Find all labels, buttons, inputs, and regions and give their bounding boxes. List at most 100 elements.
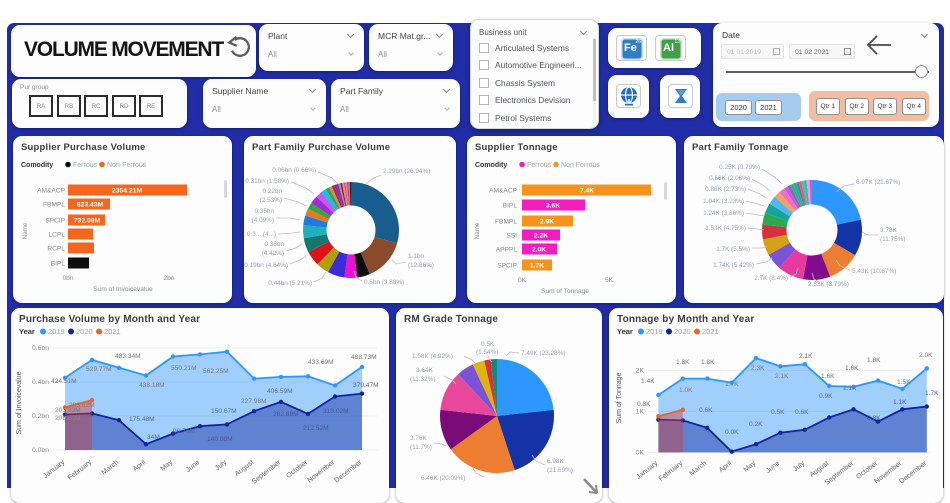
svg-text:5K: 5K xyxy=(605,277,614,284)
svg-text:3.6K: 3.6K xyxy=(546,203,560,210)
svg-text:0.8K: 0.8K xyxy=(867,415,881,422)
svg-text:2bn: 2bn xyxy=(163,275,174,282)
svg-text:AM&ACP: AM&ACP xyxy=(37,188,65,195)
svg-text:0.2bn: 0.2bn xyxy=(32,413,49,420)
svg-text:Sum of Invoicevalue: Sum of Invoicevalue xyxy=(93,286,153,293)
svg-text:0.6K: 0.6K xyxy=(699,407,713,414)
svg-text:2.7K (8.4%): 2.7K (8.4%) xyxy=(754,275,788,282)
svg-text:September: September xyxy=(251,459,283,486)
svg-text:96.76M: 96.76M xyxy=(173,428,195,435)
svg-text:2.1K: 2.1K xyxy=(775,373,789,380)
svg-text:2.9K: 2.9K xyxy=(540,219,554,226)
svg-text:732.08M: 732.08M xyxy=(74,218,101,225)
svg-text:6.98K: 6.98K xyxy=(547,458,564,465)
svg-text:August: August xyxy=(234,459,256,478)
svg-text:February: February xyxy=(658,460,685,483)
svg-text:0.5bn (3.88%): 0.5bn (3.88%) xyxy=(364,279,404,286)
svg-text:(1.54%): (1.54%) xyxy=(476,349,498,356)
svg-text:0.5K: 0.5K xyxy=(481,341,495,348)
svg-text:34M: 34M xyxy=(147,434,160,441)
svg-text:BIPL: BIPL xyxy=(503,203,518,210)
svg-text:0.25K (0.79%): 0.25K (0.79%) xyxy=(719,164,760,171)
svg-text:July: July xyxy=(214,459,229,472)
svg-text:0.06bn (0.66%): 0.06bn (0.66%) xyxy=(272,167,316,174)
svg-text:April: April xyxy=(718,460,734,474)
svg-text:562.25M: 562.25M xyxy=(203,368,229,375)
svg-text:1.8K: 1.8K xyxy=(701,359,715,366)
svg-text:Comodity: Comodity xyxy=(21,162,53,169)
svg-text:0.3... (4...): 0.3... (4...) xyxy=(247,231,276,238)
svg-text:5.43K (10.67%): 5.43K (10.67%) xyxy=(852,268,896,275)
svg-text:Year: Year xyxy=(19,327,35,336)
svg-text:1.1K: 1.1K xyxy=(843,385,857,392)
svg-text:Year: Year xyxy=(617,327,633,336)
svg-text:203.33M: 203.33M xyxy=(55,407,81,414)
svg-text:SPCIP: SPCIP xyxy=(497,263,517,270)
svg-text:1.58K (4.92%): 1.58K (4.92%) xyxy=(412,353,453,360)
svg-text:1.24K (3.86%): 1.24K (3.86%) xyxy=(703,210,744,217)
svg-text:7.49K (23.28%): 7.49K (23.28%) xyxy=(521,350,565,357)
svg-text:3.64K: 3.64K xyxy=(416,367,433,374)
svg-text:Sum of Tonnage: Sum of Tonnage xyxy=(541,288,589,295)
svg-text:December: December xyxy=(333,459,363,485)
svg-text:(11.75%): (11.75%) xyxy=(880,236,905,243)
svg-text:1.74K (5.42%): 1.74K (5.42%) xyxy=(713,262,754,269)
svg-text:LCPL: LCPL xyxy=(49,232,66,239)
svg-text:0.66K (2.06%): 0.66K (2.06%) xyxy=(709,175,750,182)
svg-text:1.1K: 1.1K xyxy=(893,399,907,406)
svg-text:1.8K: 1.8K xyxy=(676,359,690,366)
svg-text:0.44bn (5.21%): 0.44bn (5.21%) xyxy=(268,280,312,287)
svg-text:212.52M: 212.52M xyxy=(303,425,329,432)
svg-text:293.62M: 293.62M xyxy=(69,402,95,409)
svg-text:2.29bn (26.94%): 2.29bn (26.94%) xyxy=(383,168,430,175)
svg-text:2.3K: 2.3K xyxy=(751,365,765,372)
svg-text:282.88M: 282.88M xyxy=(273,411,299,418)
svg-text:0.0K: 0.0K xyxy=(725,429,739,436)
svg-text:0.2K: 0.2K xyxy=(749,421,763,428)
svg-text:6.97K (21.67%): 6.97K (21.67%) xyxy=(856,179,900,186)
svg-text:Sum of Tonnage: Sum of Tonnage xyxy=(616,372,623,423)
svg-text:488.73M: 488.73M xyxy=(351,354,377,361)
svg-text:1K: 1K xyxy=(636,408,645,415)
svg-text:February: February xyxy=(67,459,94,482)
svg-text:November: November xyxy=(306,459,336,485)
svg-text:(11.32%): (11.32%) xyxy=(410,376,435,383)
svg-text:1.04K (3.23%): 1.04K (3.23%) xyxy=(703,198,744,205)
svg-text:2020: 2020 xyxy=(674,327,691,336)
svg-text:(4.42%): (4.42%) xyxy=(262,250,284,257)
svg-text:(21.69%): (21.69%) xyxy=(547,467,573,474)
svg-text:June: June xyxy=(765,460,781,475)
svg-text:Ferrous: Ferrous xyxy=(527,162,552,169)
svg-text:483.34M: 483.34M xyxy=(115,353,141,360)
svg-text:Non Ferrous: Non Ferrous xyxy=(561,162,600,169)
svg-text:Non-Ferrous: Non-Ferrous xyxy=(107,162,147,169)
svg-text:October: October xyxy=(285,459,309,480)
svg-text:0.88K (2.73%): 0.88K (2.73%) xyxy=(705,186,746,193)
svg-text:Comodity: Comodity xyxy=(475,162,507,169)
svg-text:2K: 2K xyxy=(636,367,645,374)
svg-text:6.46K (20.09%): 6.46K (20.09%) xyxy=(421,475,465,482)
svg-text:July: July xyxy=(792,460,807,473)
svg-text:0.0bn: 0.0bn xyxy=(32,447,49,454)
svg-text:2021: 2021 xyxy=(104,327,121,336)
svg-text:2.83K (8.79%): 2.83K (8.79%) xyxy=(808,281,849,288)
svg-text:AM&ACP: AM&ACP xyxy=(489,188,517,195)
svg-text:823.43M: 823.43M xyxy=(77,202,104,209)
svg-text:January: January xyxy=(42,459,66,480)
svg-text:0.6bn: 0.6bn xyxy=(32,345,49,352)
svg-text:1.7K (5.5%): 1.7K (5.5%) xyxy=(716,246,750,253)
svg-text:0.22bn: 0.22bn xyxy=(262,188,282,195)
svg-text:2.1K: 2.1K xyxy=(799,353,813,360)
svg-text:0.8K: 0.8K xyxy=(637,401,651,408)
svg-text:1.6K: 1.6K xyxy=(845,365,859,372)
svg-text:BIPL: BIPL xyxy=(51,261,66,268)
svg-text:(12.86%): (12.86%) xyxy=(408,262,434,269)
svg-text:1.8K: 1.8K xyxy=(867,357,881,364)
svg-text:208.63M: 208.63M xyxy=(55,415,81,422)
svg-text:2.0K: 2.0K xyxy=(532,247,546,254)
svg-text:529.77M: 529.77M xyxy=(86,366,112,373)
svg-text:175.48M: 175.48M xyxy=(129,416,155,423)
svg-text:0K: 0K xyxy=(636,449,645,456)
svg-text:Name: Name xyxy=(474,222,481,239)
svg-text:438.18M: 438.18M xyxy=(139,382,165,389)
